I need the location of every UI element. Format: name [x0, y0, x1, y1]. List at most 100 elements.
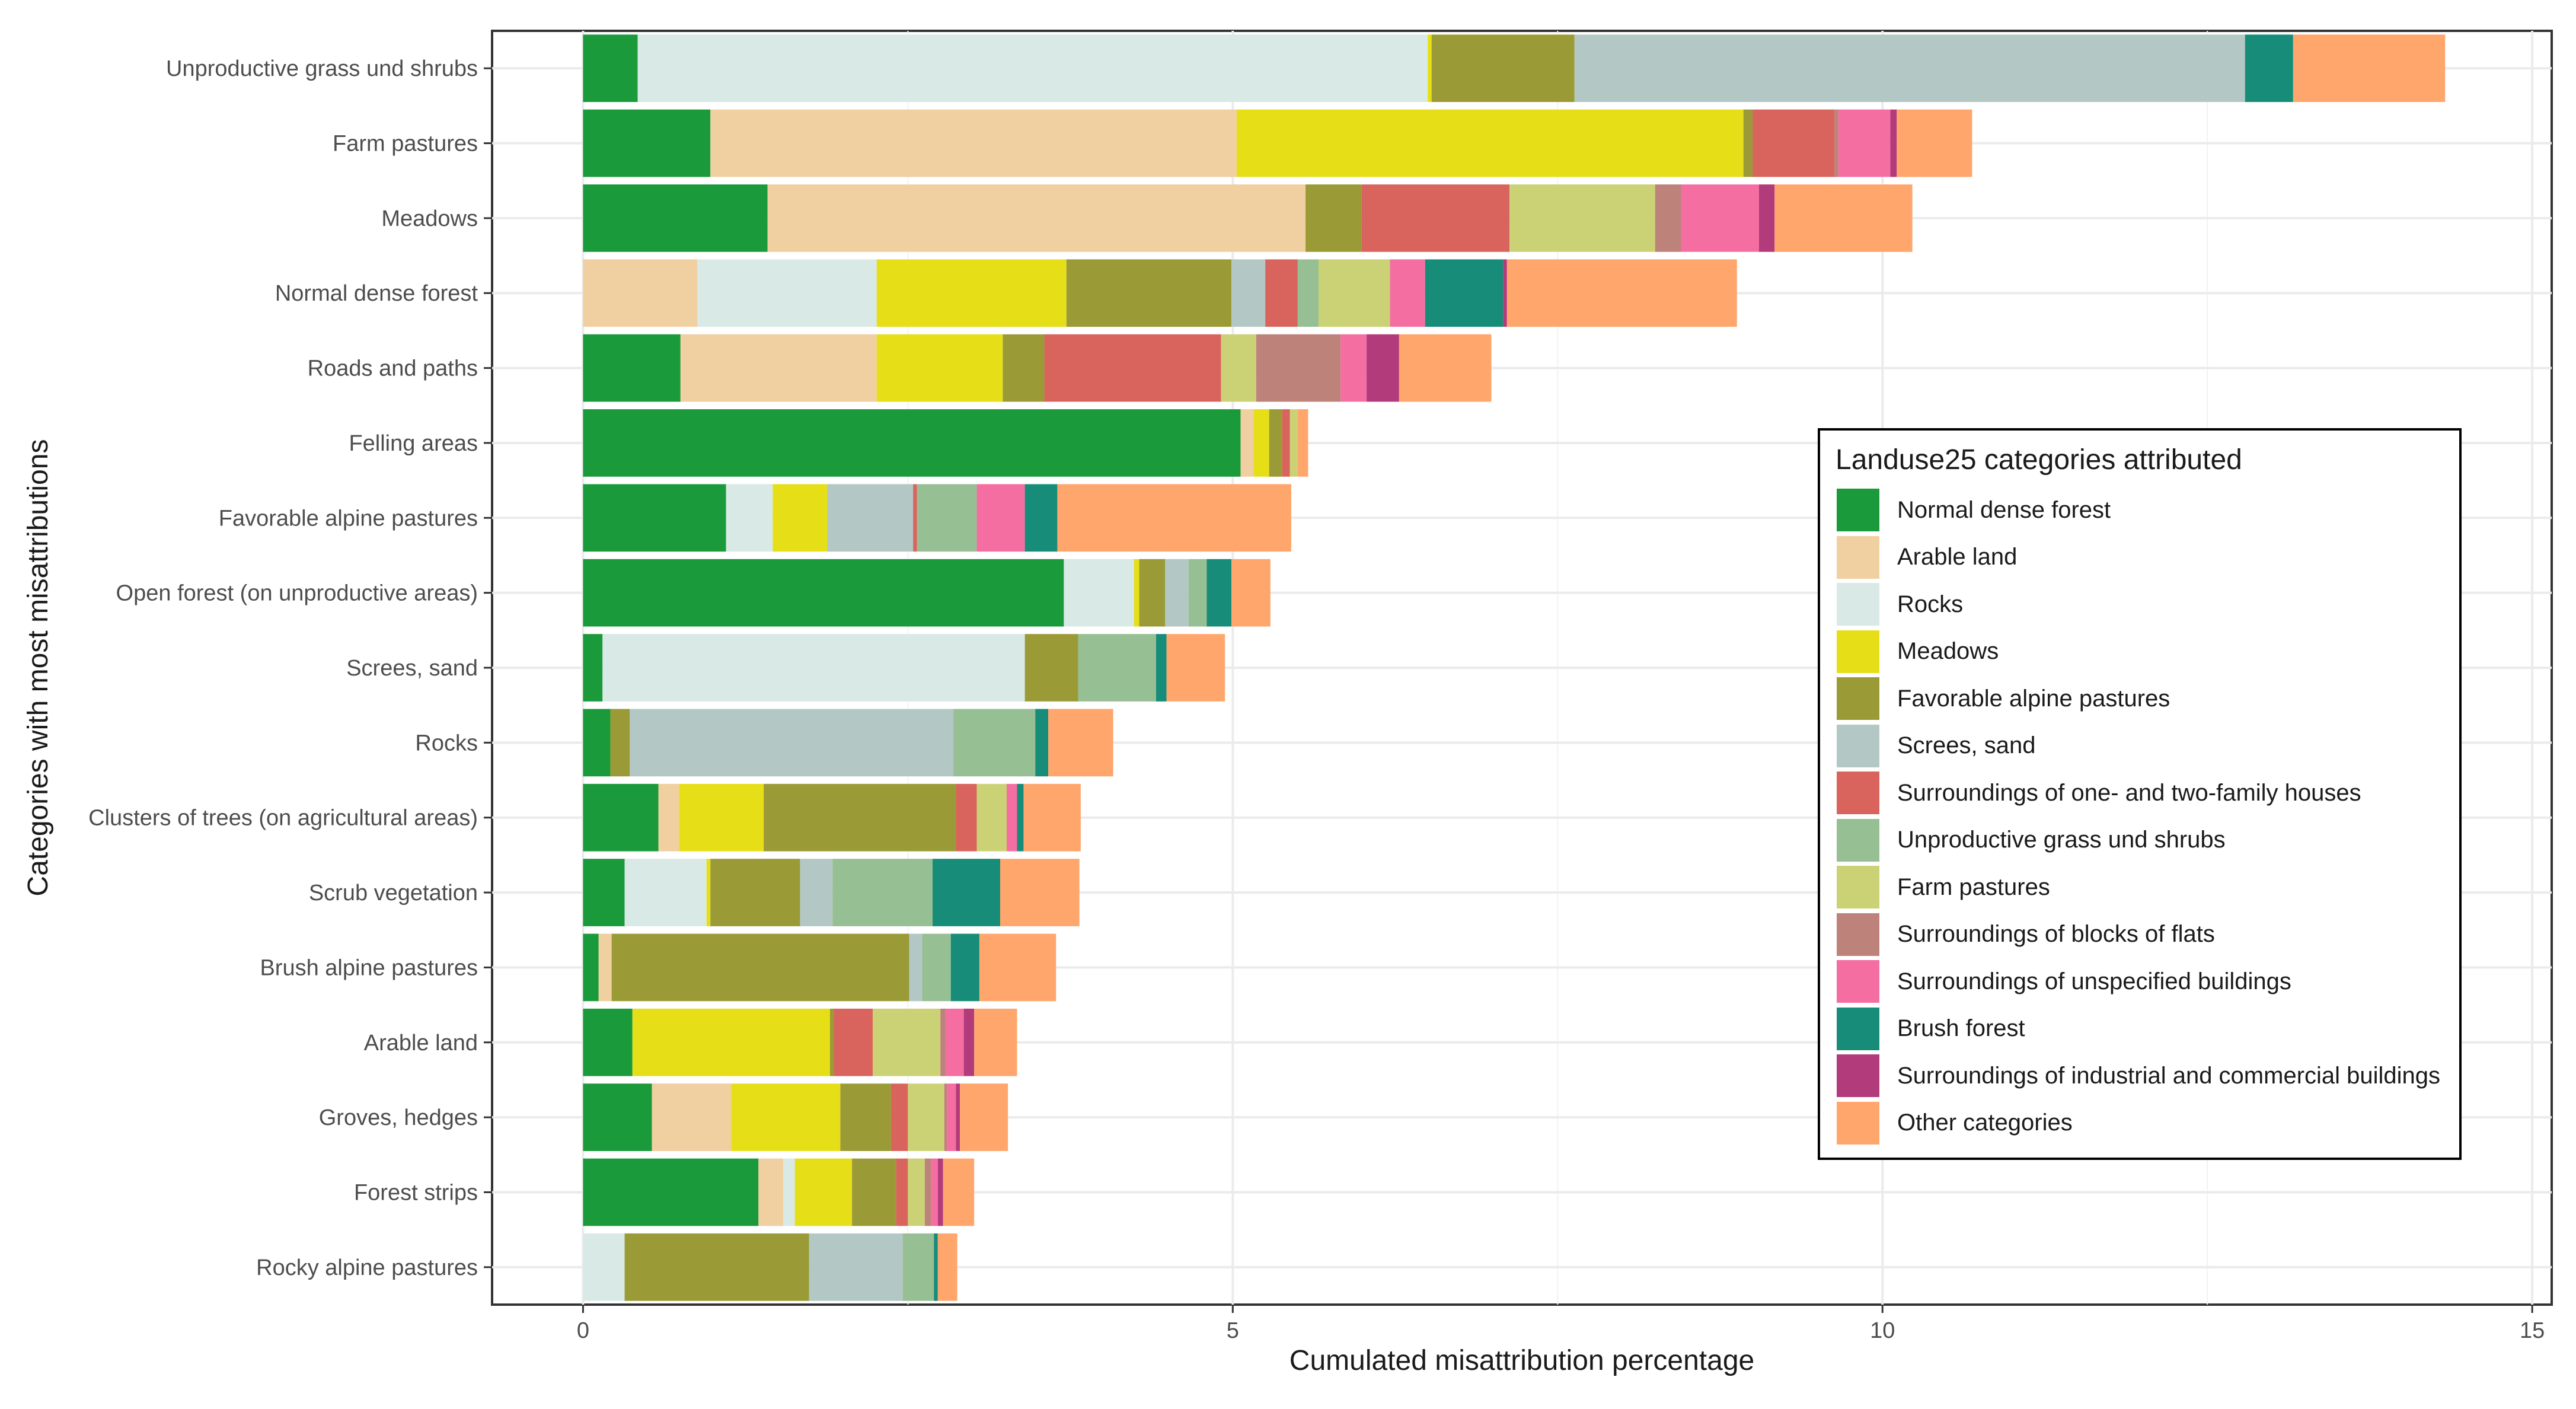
legend: Landuse25 categories attributed Normal d… — [1818, 428, 2462, 1160]
y-tick-label: Favorable alpine pastures — [219, 506, 478, 531]
bar-segment-favorable-alpine-pastures — [1003, 334, 1045, 402]
legend-swatch — [1837, 913, 1879, 956]
bar-segment-arable-land — [767, 184, 1306, 252]
bar-segment-other-categories — [979, 933, 1056, 1002]
legend-item-normal-dense-forest: Normal dense forest — [1837, 487, 2111, 533]
bar-group-rocky-alpine-pastures — [583, 1233, 957, 1301]
bar-segment-surroundings-of-blocks-of-flats — [924, 1158, 931, 1226]
bar-segment-favorable-alpine-pastures — [611, 933, 909, 1002]
y-tick-label: Clusters of trees (on agricultural areas… — [88, 806, 478, 831]
bar-segment-meadows — [876, 334, 1003, 402]
bar-segment-meadows — [1428, 34, 1432, 103]
bar-segment-normal-dense-forest — [583, 709, 611, 777]
bar-segment-other-categories — [960, 1083, 1008, 1151]
bar-segment-normal-dense-forest — [583, 1083, 652, 1151]
legend-label: Surroundings of industrial and commercia… — [1897, 1062, 2441, 1089]
bar-segment-brush-forest — [2245, 34, 2293, 103]
y-tick-label: Rocks — [415, 731, 478, 755]
bar-segment-surroundings-of-industrial-and-commercial-buildings — [1503, 259, 1507, 327]
bar-segment-brush-forest — [1206, 559, 1232, 627]
legend-label: Favorable alpine pastures — [1897, 685, 2170, 712]
bar-segment-surroundings-of-unspecified-buildings — [931, 1158, 938, 1226]
bar-group-clusters-of-trees-on-agricultural-areas — [583, 783, 1081, 852]
bar-segment-arable-land — [598, 933, 612, 1002]
bar-segment-farm-pastures — [908, 1083, 944, 1151]
bar-segment-meadows — [794, 1158, 853, 1226]
bar-group-farm-pastures — [583, 109, 1972, 177]
bar-segment-farm-pastures — [1221, 334, 1256, 402]
legend-label: Farm pastures — [1897, 874, 2050, 900]
bar-segment-meadows — [632, 1008, 830, 1076]
bar-segment-surroundings-of-one-and-two-family-houses — [834, 1008, 873, 1076]
bar-segment-meadows — [876, 259, 1067, 327]
legend-item-surroundings-of-unspecified-buildings: Surroundings of unspecified buildings — [1837, 959, 2291, 1004]
y-tick-label: Normal dense forest — [275, 281, 478, 306]
bar-segment-rocks — [624, 859, 707, 926]
y-tick-label: Unproductive grass und shrubs — [166, 56, 478, 81]
bar-segment-farm-pastures — [1318, 259, 1390, 327]
legend-swatch — [1837, 1007, 1879, 1050]
bar-segment-other-categories — [1166, 634, 1225, 702]
legend-title: Landuse25 categories attributed — [1836, 444, 2242, 476]
bar-segment-other-categories — [943, 1158, 975, 1226]
bar-segment-surroundings-of-blocks-of-flats — [1655, 184, 1681, 252]
x-tick-label: 15 — [2520, 1318, 2545, 1343]
bar-segment-rocks — [783, 1158, 795, 1226]
bar-segment-unproductive-grass-und-shrubs — [832, 859, 933, 926]
bar-segment-favorable-alpine-pastures — [1305, 184, 1362, 252]
bar-segment-unproductive-grass-und-shrubs — [1078, 634, 1157, 702]
bar-segment-surroundings-of-industrial-and-commercial-buildings — [1890, 109, 1897, 177]
bar-segment-other-categories — [974, 1008, 1017, 1076]
bar-segment-meadows — [1134, 559, 1139, 627]
bar-segment-normal-dense-forest — [583, 1008, 633, 1076]
bar-segment-surroundings-of-unspecified-buildings — [1390, 259, 1425, 327]
bar-group-screes-sand — [583, 634, 1225, 702]
bar-segment-favorable-alpine-pastures — [840, 1083, 891, 1151]
bar-segment-brush-forest — [1425, 259, 1504, 327]
bar-segment-surroundings-of-one-and-two-family-houses — [1361, 184, 1510, 252]
bar-group-open-forest-on-unproductive-areas — [583, 559, 1271, 627]
bar-group-rocks — [583, 709, 1113, 777]
y-tick-labels: Unproductive grass und shrubs Farm pastur… — [88, 56, 492, 1280]
bar-segment-brush-forest — [1017, 783, 1024, 852]
bar-segment-farm-pastures — [976, 783, 1007, 852]
bar-segment-normal-dense-forest — [583, 559, 1064, 627]
bar-segment-meadows — [773, 484, 828, 552]
bar-segment-screes-sand — [827, 484, 914, 552]
bar-segment-favorable-alpine-pastures — [764, 783, 956, 852]
bar-segment-favorable-alpine-pastures — [624, 1233, 809, 1301]
bar-segment-arable-land — [1240, 409, 1254, 477]
bar-segment-normal-dense-forest — [583, 1158, 759, 1226]
bar-segment-surroundings-of-industrial-and-commercial-buildings — [963, 1008, 975, 1076]
legend-label: Unproductive grass und shrubs — [1897, 827, 2226, 853]
x-tick-label: 10 — [1870, 1318, 1895, 1343]
legend-item-unproductive-grass-und-shrubs: Unproductive grass und shrubs — [1837, 818, 2226, 863]
bar-segment-other-categories — [937, 1233, 957, 1301]
bar-group-roads-and-paths — [583, 334, 1492, 402]
bar-segment-unproductive-grass-und-shrubs — [953, 709, 1036, 777]
bar-segment-normal-dense-forest — [583, 484, 726, 552]
bar-segment-other-categories — [1897, 109, 1972, 177]
bar-segment-other-categories — [1023, 783, 1081, 852]
legend-item-screes-sand: Screes, sand — [1837, 723, 2035, 769]
legend-swatch — [1837, 535, 1879, 579]
bar-segment-other-categories — [1297, 409, 1308, 477]
bar-group-normal-dense-forest — [583, 259, 1737, 327]
bar-segment-normal-dense-forest — [583, 109, 711, 177]
bars — [583, 34, 2446, 1301]
legend-swatch — [1837, 489, 1879, 531]
bar-segment-rocks — [637, 34, 1428, 103]
legend-label: Screes, sand — [1897, 732, 2036, 758]
legend-item-surroundings-of-one-and-two-family-houses: Surroundings of one- and two-family hous… — [1837, 770, 2361, 815]
bar-segment-normal-dense-forest — [583, 334, 681, 402]
y-tick-label: Meadows — [381, 206, 478, 231]
x-tick-label: 5 — [1227, 1318, 1239, 1343]
bar-segment-brush-forest — [934, 1233, 938, 1301]
y-tick-label: Brush alpine pastures — [260, 955, 478, 980]
bar-segment-screes-sand — [809, 1233, 903, 1301]
legend-item-surroundings-of-industrial-and-commercial-buildings: Surroundings of industrial and commercia… — [1837, 1053, 2440, 1098]
bar-segment-surroundings-of-one-and-two-family-houses — [1282, 409, 1290, 477]
bar-segment-unproductive-grass-und-shrubs — [922, 933, 951, 1002]
bar-group-unproductive-grass-und-shrubs — [583, 34, 2446, 103]
y-tick-label: Arable land — [364, 1031, 478, 1056]
